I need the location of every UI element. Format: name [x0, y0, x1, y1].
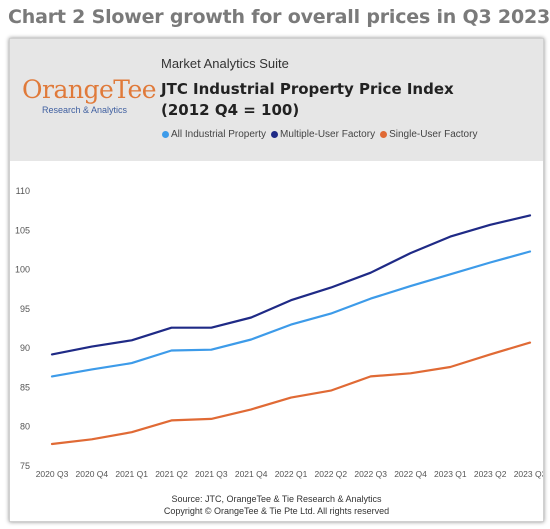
- x-tick-label: 2023 Q2: [474, 469, 507, 479]
- y-tick-label: 95: [20, 304, 30, 314]
- y-tick-label: 90: [20, 343, 30, 353]
- x-tick-label: 2021 Q1: [115, 469, 148, 479]
- chart-title-line-1: JTC Industrial Property Price Index: [161, 80, 454, 98]
- y-tick-label: 75: [20, 461, 30, 471]
- legend-marker-multiple-user: [271, 131, 279, 138]
- chart-card: OrangeTee Research & Analytics Market An…: [9, 38, 544, 522]
- copyright-note: Copyright © OrangeTee & Tie Pte Ltd. All…: [163, 506, 390, 516]
- series-line-all-industrial-property: [50, 250, 532, 378]
- legend-item-single-user: Single-User Factory: [380, 129, 477, 140]
- x-tick-label: 2021 Q4: [235, 469, 268, 479]
- chart-title: JTC Industrial Property Price Index (201…: [161, 79, 491, 121]
- x-tick-label: 2022 Q2: [315, 469, 348, 479]
- chart-header: OrangeTee Research & Analytics Market An…: [10, 39, 543, 161]
- legend-label-multiple-user: Multiple-User Factory: [280, 129, 376, 140]
- chart-legend: All Industrial Property Multiple-User Fa…: [162, 129, 482, 140]
- y-tick-label: 105: [15, 225, 30, 235]
- series-line-single-user-factory: [50, 341, 532, 446]
- page-title: Chart 2 Slower growth for overall prices…: [8, 6, 550, 28]
- legend-item-multiple-user: Multiple-User Factory: [271, 129, 375, 140]
- logo-subtitle: Research & Analytics: [42, 105, 128, 115]
- legend-label-single-user: Single-User Factory: [389, 129, 478, 140]
- x-tick-label: 2021 Q3: [195, 469, 228, 479]
- series-line-multiple-user-factory: [50, 214, 532, 356]
- x-tick-label: 2022 Q1: [275, 469, 308, 479]
- y-tick-label: 80: [20, 422, 30, 432]
- chart-title-line-2: (2012 Q4 = 100): [161, 101, 300, 119]
- y-tick-label: 110: [16, 186, 30, 196]
- legend-label-all-industrial: All Industrial Property: [171, 129, 267, 140]
- x-tick-label: 2022 Q4: [394, 469, 427, 479]
- legend-item-all-industrial: All Industrial Property: [162, 129, 266, 140]
- source-note: Source: JTC, OrangeTee & Tie Research & …: [171, 494, 382, 504]
- legend-marker-single-user: [380, 131, 388, 138]
- x-tick-label: 2023 Q3: [514, 469, 543, 479]
- suite-name: Market Analytics Suite: [161, 56, 289, 71]
- line-chart: 75 80 85 90 95 100 105 110 2020 Q3 2020 Q4 2021 Q1…: [15, 186, 543, 479]
- x-tick-label: 2021 Q2: [155, 469, 188, 479]
- y-tick-label: 100: [15, 265, 30, 275]
- legend-marker-all-industrial: [162, 131, 169, 138]
- x-tick-label: 2020 Q4: [76, 469, 109, 479]
- y-tick-label: 85: [20, 382, 30, 392]
- x-tick-label: 2022 Q3: [354, 469, 387, 479]
- orangetee-logo: OrangeTee Research & Analytics: [22, 75, 157, 115]
- x-tick-label: 2023 Q1: [434, 469, 467, 479]
- x-tick-label: 2020 Q3: [36, 469, 69, 479]
- logo-wordmark: OrangeTee: [22, 75, 157, 104]
